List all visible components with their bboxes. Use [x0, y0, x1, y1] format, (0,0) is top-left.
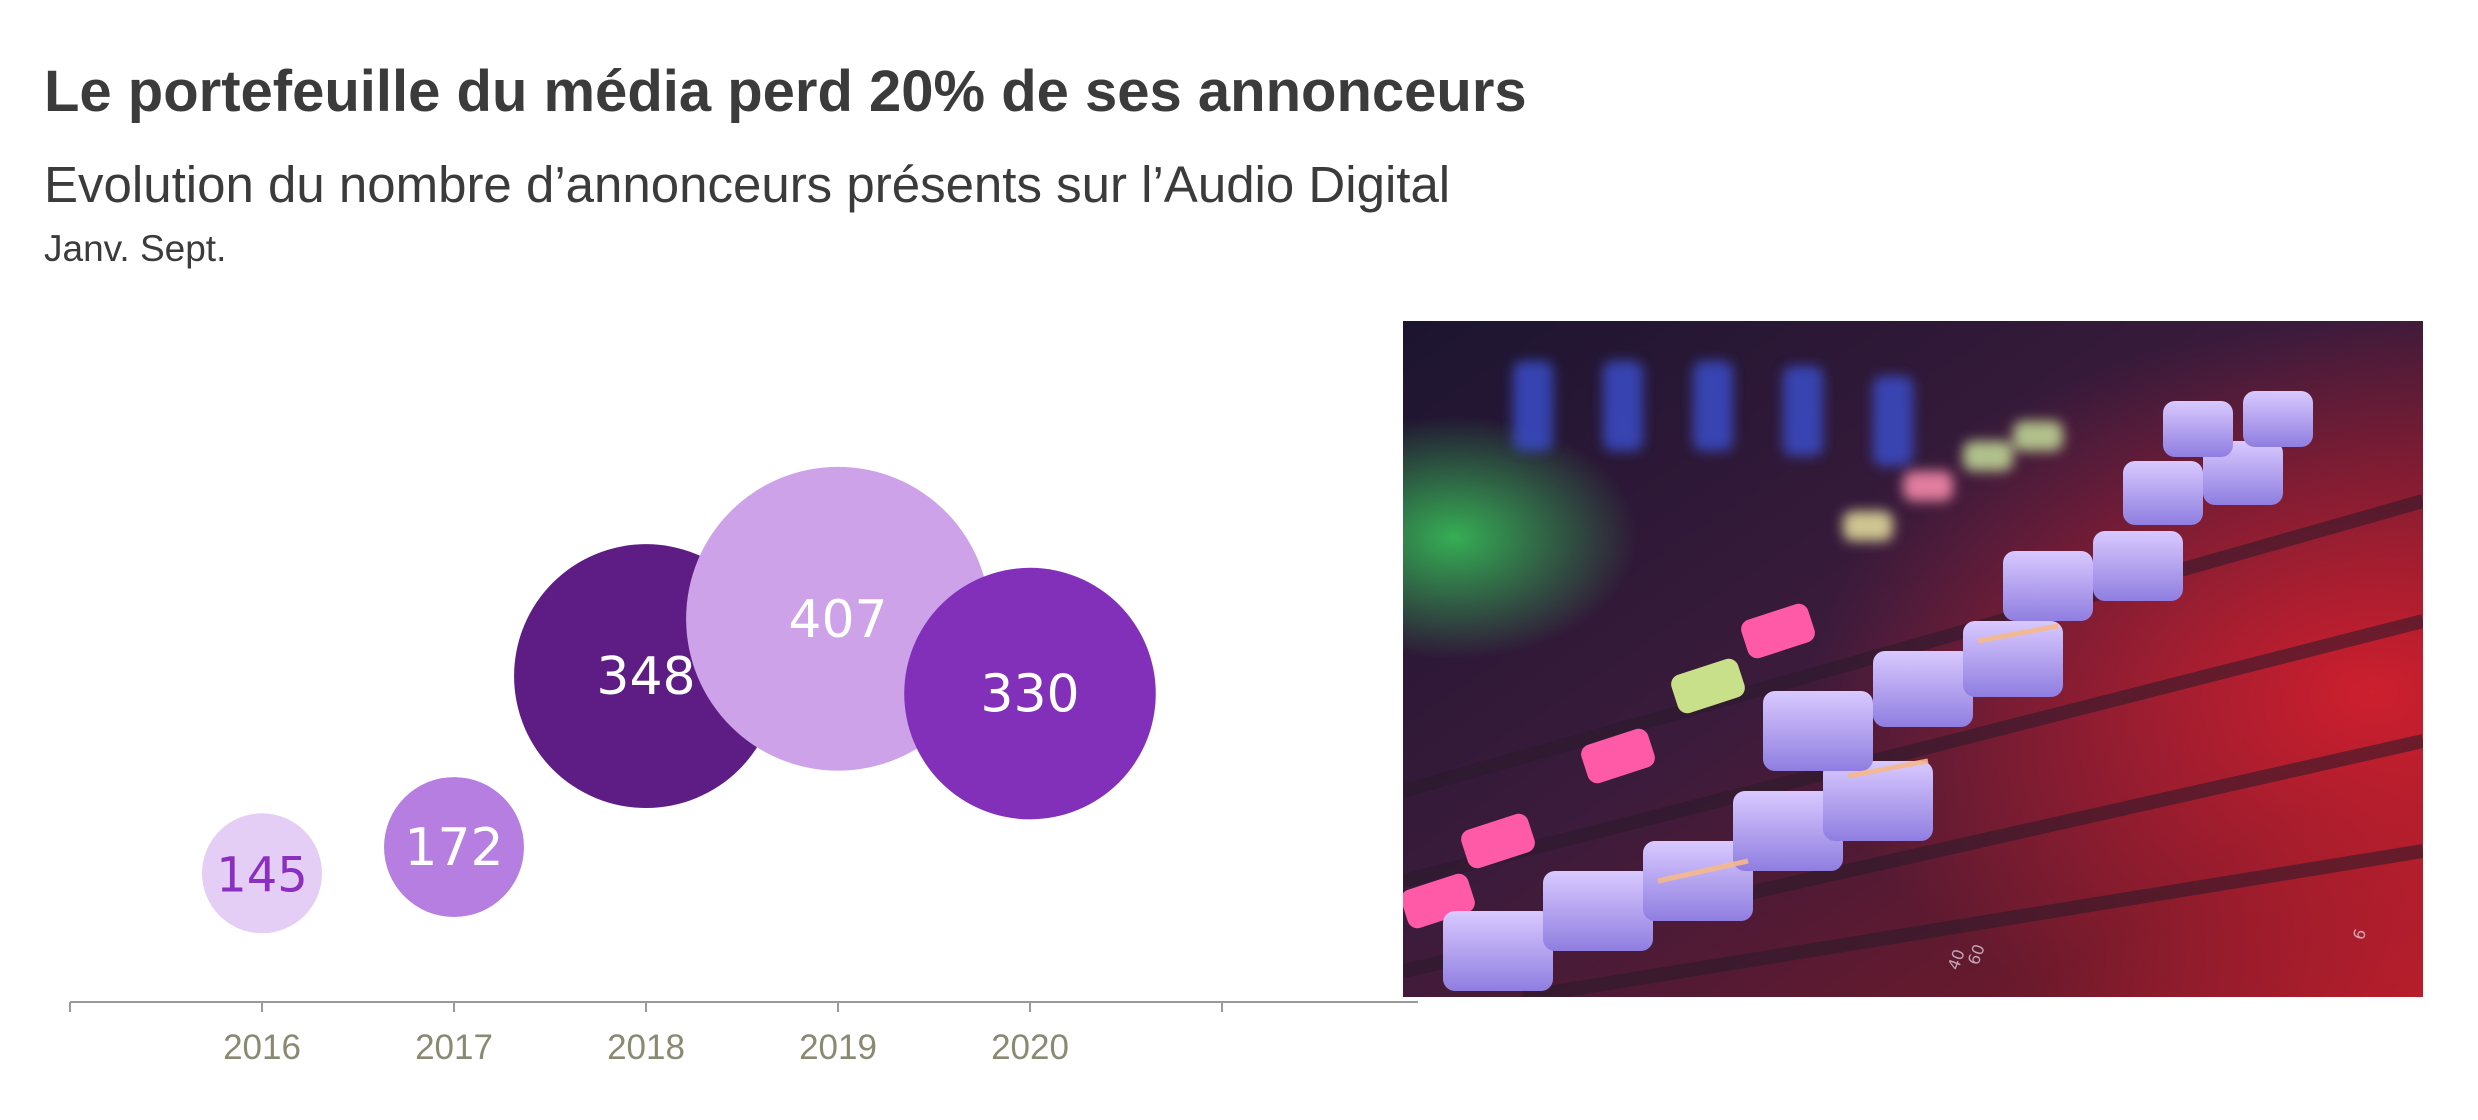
chart-subtitle: Evolution du nombre d’annonceurs présent… [44, 156, 1451, 213]
bubble-2020 [904, 567, 1156, 820]
chart-title: Le portefeuille du média perd 20% de ses… [44, 59, 1527, 124]
period-label: Janv. Sept. [44, 228, 227, 269]
data-label-2020: 330 [980, 665, 1079, 725]
x-tick-label-2018: 2018 [607, 1028, 685, 1067]
x-tick-label-2017: 2017 [415, 1028, 493, 1067]
bubbles-group: 145 172 348 407 330 [202, 466, 1156, 934]
data-label-2016: 145 [216, 847, 308, 903]
data-label-2017: 172 [404, 818, 503, 878]
audio-mixer-photo: 40 60 6 [1403, 321, 2423, 997]
x-tick-label-2016: 2016 [223, 1028, 301, 1067]
x-tick-label-2020: 2020 [991, 1028, 1069, 1067]
bubble-chart: 145 172 348 407 330 2016 2017 2018 2019 2020 [69, 466, 1418, 1067]
data-label-2019: 407 [788, 590, 887, 650]
x-axis-labels: 2016 2017 2018 2019 2020 [223, 1028, 1069, 1067]
data-label-2018: 348 [596, 647, 695, 707]
bubble-2016 [202, 813, 322, 934]
x-axis-ticks [69, 1002, 1223, 1012]
bubble-2017 [384, 777, 524, 918]
x-tick-label-2019: 2019 [799, 1028, 877, 1067]
